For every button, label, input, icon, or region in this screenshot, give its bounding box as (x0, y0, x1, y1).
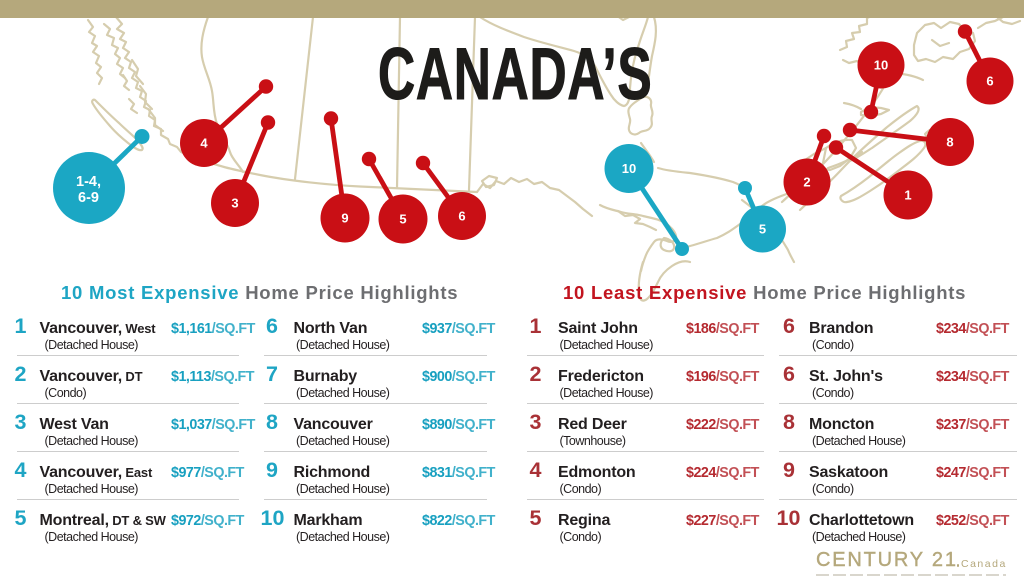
svg-text:5: 5 (399, 212, 406, 227)
svg-text:1: 1 (904, 188, 911, 203)
svg-text:5: 5 (759, 222, 766, 237)
svg-text:10: 10 (874, 58, 888, 73)
svg-text:3: 3 (231, 196, 238, 211)
svg-text:6: 6 (986, 74, 993, 89)
svg-text:10: 10 (622, 161, 636, 176)
svg-text:6: 6 (458, 209, 465, 224)
svg-text:1-4,: 1-4, (76, 174, 101, 190)
svg-text:6-9: 6-9 (78, 190, 99, 206)
svg-text:8: 8 (946, 135, 953, 150)
svg-text:2: 2 (803, 175, 810, 190)
svg-text:9: 9 (341, 211, 348, 226)
svg-text:4: 4 (200, 136, 208, 151)
